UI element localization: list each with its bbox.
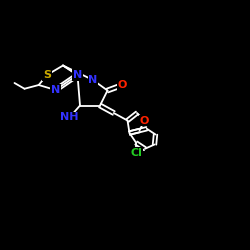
Text: Cl: Cl <box>130 148 142 158</box>
Text: N: N <box>73 70 82 80</box>
Text: NH: NH <box>60 112 79 122</box>
Text: S: S <box>43 70 51 80</box>
Text: O: O <box>140 116 149 126</box>
Text: N: N <box>88 75 98 85</box>
Text: N: N <box>51 85 60 95</box>
Text: O: O <box>118 80 127 90</box>
